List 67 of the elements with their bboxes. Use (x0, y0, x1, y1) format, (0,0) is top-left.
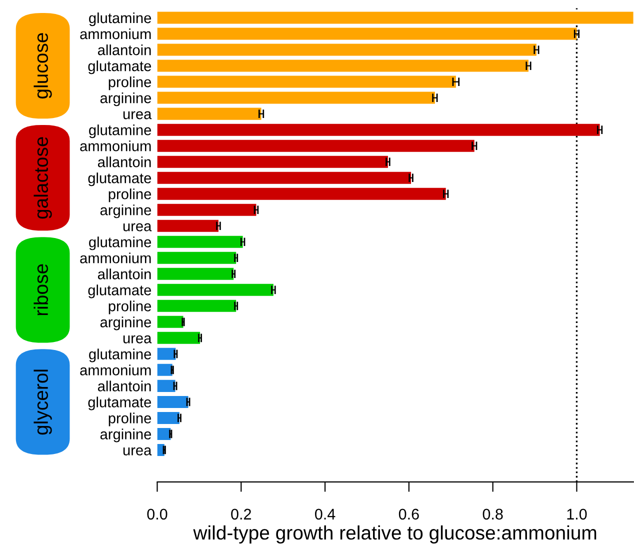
y-tick-label: ammonium (80, 364, 151, 376)
bar (157, 412, 180, 424)
bar (157, 380, 176, 392)
y-tick-label: proline (108, 412, 152, 426)
x-tick-label: 0.6 (398, 508, 419, 520)
bar (157, 172, 412, 184)
bar (157, 332, 200, 344)
y-tick-label: allantoin (98, 268, 151, 280)
x-tick-label: 0.0 (147, 508, 168, 520)
bar (157, 284, 274, 296)
bar (157, 348, 176, 360)
y-tick-label: urea (123, 111, 152, 120)
y-tick-label: allantoin (98, 156, 151, 168)
text: ribose (34, 264, 48, 316)
bar (157, 252, 236, 264)
bar (157, 108, 262, 120)
y-tick-label: proline (108, 76, 152, 90)
bar (157, 188, 446, 200)
bar (157, 124, 600, 136)
bar (157, 220, 218, 232)
bar (157, 76, 456, 88)
x-axis-title: wild-type growth relative to glucose:ammonium (193, 525, 596, 544)
bar (157, 92, 435, 104)
text: glycerol (34, 370, 52, 435)
bar (157, 12, 634, 24)
y-tick-label: glutamine (89, 124, 152, 138)
bar (157, 156, 388, 168)
y-tick-label: ammonium (80, 252, 151, 264)
bar (157, 44, 536, 56)
text: glucose (34, 33, 52, 98)
x-tick-label: 0.8 (482, 508, 503, 520)
bar (157, 268, 234, 280)
x-tick-label: 0.2 (231, 508, 251, 520)
bar (157, 236, 243, 248)
y-tick-label: glutamine (89, 348, 152, 362)
bar (157, 28, 577, 40)
y-tick-label: urea (123, 447, 152, 456)
bar (157, 396, 188, 408)
y-tick-label: glutamate (88, 396, 152, 410)
y-tick-label: glutamate (88, 284, 152, 298)
bar (157, 300, 236, 312)
y-tick-label: proline (108, 300, 152, 314)
y-tick-label: allantoin (98, 380, 151, 392)
bar (157, 428, 171, 440)
bar (157, 60, 528, 72)
y-tick-label: ammonium (80, 28, 151, 40)
y-tick-label: arginine (100, 316, 152, 330)
y-tick-label: urea (123, 223, 152, 232)
bar (157, 204, 256, 216)
y-tick-label: urea (123, 335, 152, 344)
y-tick-label: arginine (100, 428, 152, 442)
y-tick-label: allantoin (98, 44, 151, 56)
y-tick-label: ammonium (80, 140, 151, 152)
y-tick-label: glutamine (89, 12, 152, 26)
bar (157, 364, 172, 376)
y-tick-label: proline (108, 188, 152, 202)
y-tick-label: arginine (100, 204, 152, 218)
bar (157, 444, 164, 456)
y-tick-label: arginine (100, 92, 152, 106)
y-tick-label: glutamate (88, 60, 152, 74)
y-tick-label: glutamate (88, 172, 152, 186)
x-tick-label: 0.4 (315, 508, 336, 520)
x-tick-label: 1.0 (567, 508, 587, 520)
text: galactose (34, 137, 52, 219)
bar (157, 140, 474, 152)
y-tick-label: glutamine (89, 236, 152, 250)
bar (157, 316, 184, 328)
